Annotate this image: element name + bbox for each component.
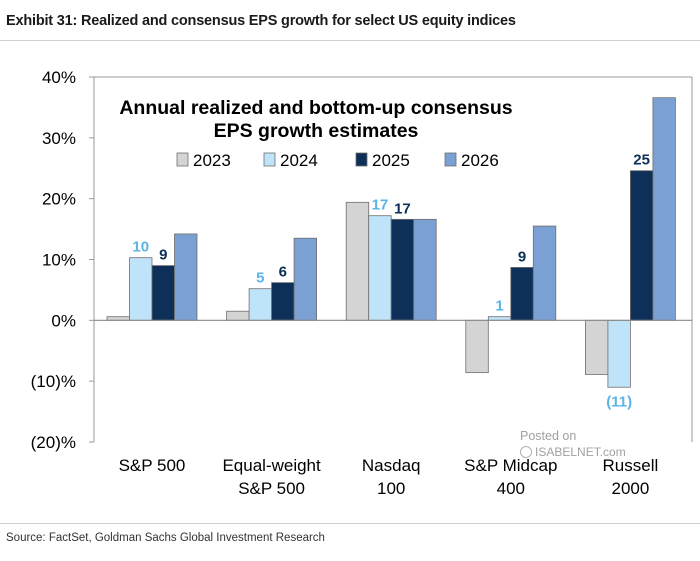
category-label: S&P 500 <box>238 479 305 498</box>
data-label-2024-0: 10 <box>132 239 149 256</box>
legend-label-2025: 2025 <box>372 151 410 170</box>
legend-swatch-2025 <box>355 152 368 167</box>
data-label-2025-2: 17 <box>394 200 411 217</box>
watermark: Posted on ISABELNET.com <box>520 428 626 460</box>
bar-2025-4 <box>630 170 654 321</box>
legend-label-2026: 2026 <box>461 151 499 170</box>
bar-2026-4 <box>652 97 676 321</box>
y-tick-label: 10% <box>42 251 76 270</box>
bar-2026-3 <box>532 225 557 321</box>
chart-title-line: Annual realized and bottom-up consensus <box>119 97 512 119</box>
category-label: S&P 500 <box>119 456 186 475</box>
bar-2023-1 <box>226 310 250 321</box>
category-label: 400 <box>497 479 525 498</box>
data-label-2024-4: (11) <box>606 393 632 410</box>
bar-2023-4 <box>585 319 609 375</box>
chart-title-line: EPS growth estimates <box>214 120 419 142</box>
category-label: 2000 <box>611 479 649 498</box>
watermark-line1: Posted on <box>520 429 577 443</box>
category-label: Russell <box>603 456 659 475</box>
y-tick-label: 30% <box>42 129 76 148</box>
bar-2026-0 <box>174 233 198 321</box>
y-tick-label: 0% <box>51 311 76 330</box>
bar-2024-1 <box>248 288 273 321</box>
y-tick-label: 40% <box>42 68 76 87</box>
source-note: Source: FactSet, Goldman Sachs Global In… <box>6 532 325 544</box>
legend-swatch-2024 <box>263 152 276 167</box>
bar-2025-0 <box>151 265 175 321</box>
category-label: Equal-weight <box>222 456 321 475</box>
legend-label-2024: 2024 <box>280 151 318 170</box>
bar-2023-3 <box>465 319 489 374</box>
bar-2026-1 <box>293 237 318 321</box>
legend-label-2023: 2023 <box>193 151 231 170</box>
y-tick-label: (20)% <box>31 433 76 452</box>
bar-2023-2 <box>345 201 370 321</box>
data-label-2024-2: 17 <box>372 197 389 214</box>
watermark-line2: ISABELNET.com <box>535 445 626 459</box>
data-label-2025-1: 6 <box>279 264 287 281</box>
data-label-2025-3: 9 <box>518 248 526 265</box>
globe-icon <box>520 446 532 458</box>
y-tick-label: (10)% <box>31 372 76 391</box>
y-tick-label: 20% <box>42 190 76 209</box>
legend-swatch-2026 <box>444 152 457 167</box>
bar-2024-0 <box>129 257 153 321</box>
data-label-2024-3: 1 <box>495 298 503 315</box>
data-label-2024-1: 5 <box>256 270 264 287</box>
bar-2024-4 <box>607 319 631 388</box>
bar-2026-2 <box>413 218 437 321</box>
legend-swatch-2023 <box>176 152 189 167</box>
exhibit-title: Exhibit 31: Realized and consensus EPS g… <box>6 13 516 29</box>
category-label: S&P Midcap <box>464 456 557 475</box>
bar-2025-1 <box>271 282 295 321</box>
category-label: Nasdaq <box>362 456 421 475</box>
category-label: 100 <box>377 479 405 498</box>
bottom-divider <box>0 523 700 524</box>
data-label-2025-4: 25 <box>633 152 650 169</box>
bar-2025-3 <box>510 267 534 321</box>
eps-growth-chart: (20)% (10)% 0% 10% 20% 30% 40% 10 5 17 1 (11) 9 6 17 9 2… <box>31 68 693 498</box>
bar-2025-2 <box>390 218 415 321</box>
data-label-2025-0: 9 <box>159 247 167 264</box>
bar-2024-2 <box>368 215 392 321</box>
top-divider <box>0 40 700 41</box>
